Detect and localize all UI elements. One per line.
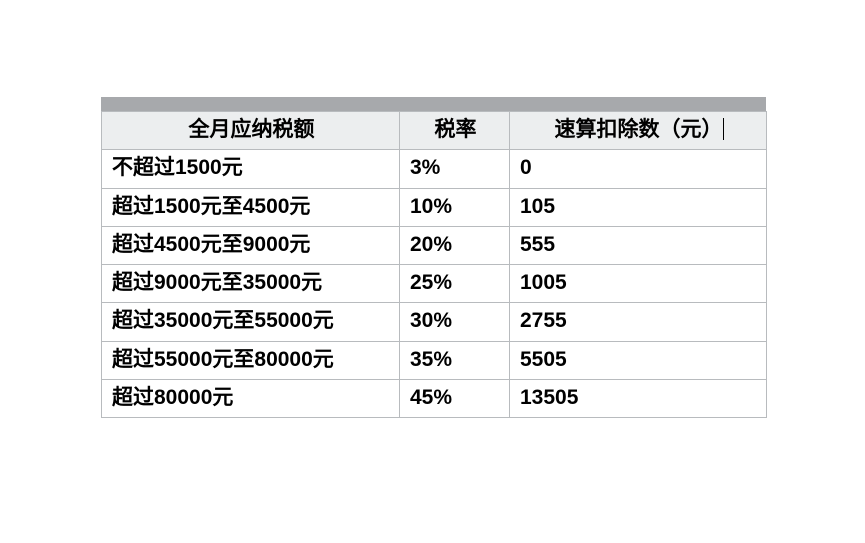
tax-bracket-table: 全月应纳税额 税率 速算扣除数（元） 不超过1500元 3% 0: [101, 111, 767, 418]
cell-rate: 45%: [400, 379, 510, 417]
table-header-row: 全月应纳税额 税率 速算扣除数（元）: [102, 112, 767, 150]
cell-bracket: 超过1500元至4500元: [102, 188, 400, 226]
cell-rate: 10%: [400, 188, 510, 226]
table-row: 超过80000元 45% 13505: [102, 379, 767, 417]
cell-deduction: 2755: [510, 303, 767, 341]
cell-bracket: 超过9000元至35000元: [102, 265, 400, 303]
table-row: 超过9000元至35000元 25% 1005: [102, 265, 767, 303]
cell-deduction: 555: [510, 226, 767, 264]
cell-rate: 20%: [400, 226, 510, 264]
cell-deduction: 5505: [510, 341, 767, 379]
col-header-bracket-label: 全月应纳税额: [189, 118, 315, 141]
table-row: 不超过1500元 3% 0: [102, 150, 767, 188]
cell-deduction: 105: [510, 188, 767, 226]
cell-deduction: 1005: [510, 265, 767, 303]
col-header-deduction: 速算扣除数（元）: [510, 112, 767, 150]
tax-table-wrapper: 全月应纳税额 税率 速算扣除数（元） 不超过1500元 3% 0: [101, 97, 766, 418]
table-top-strip: [101, 97, 766, 111]
cell-rate: 35%: [400, 341, 510, 379]
cell-bracket: 超过55000元至80000元: [102, 341, 400, 379]
cell-rate: 3%: [400, 150, 510, 188]
table-row: 超过4500元至9000元 20% 555: [102, 226, 767, 264]
cell-bracket: 超过4500元至9000元: [102, 226, 400, 264]
cell-deduction: 0: [510, 150, 767, 188]
cell-bracket: 不超过1500元: [102, 150, 400, 188]
table-row: 超过35000元至55000元 30% 2755: [102, 303, 767, 341]
col-header-rate: 税率: [400, 112, 510, 150]
table-row: 超过1500元至4500元 10% 105: [102, 188, 767, 226]
col-header-rate-label: 税率: [435, 118, 477, 141]
cell-rate: 25%: [400, 265, 510, 303]
table-row: 超过55000元至80000元 35% 5505: [102, 341, 767, 379]
col-header-bracket: 全月应纳税额: [102, 112, 400, 150]
cell-bracket: 超过35000元至55000元: [102, 303, 400, 341]
col-header-deduction-label: 速算扣除数（元）: [555, 118, 723, 141]
page: 全月应纳税额 税率 速算扣除数（元） 不超过1500元 3% 0: [0, 0, 865, 543]
cell-rate: 30%: [400, 303, 510, 341]
text-cursor-icon: [723, 118, 724, 140]
cell-deduction: 13505: [510, 379, 767, 417]
cell-bracket: 超过80000元: [102, 379, 400, 417]
